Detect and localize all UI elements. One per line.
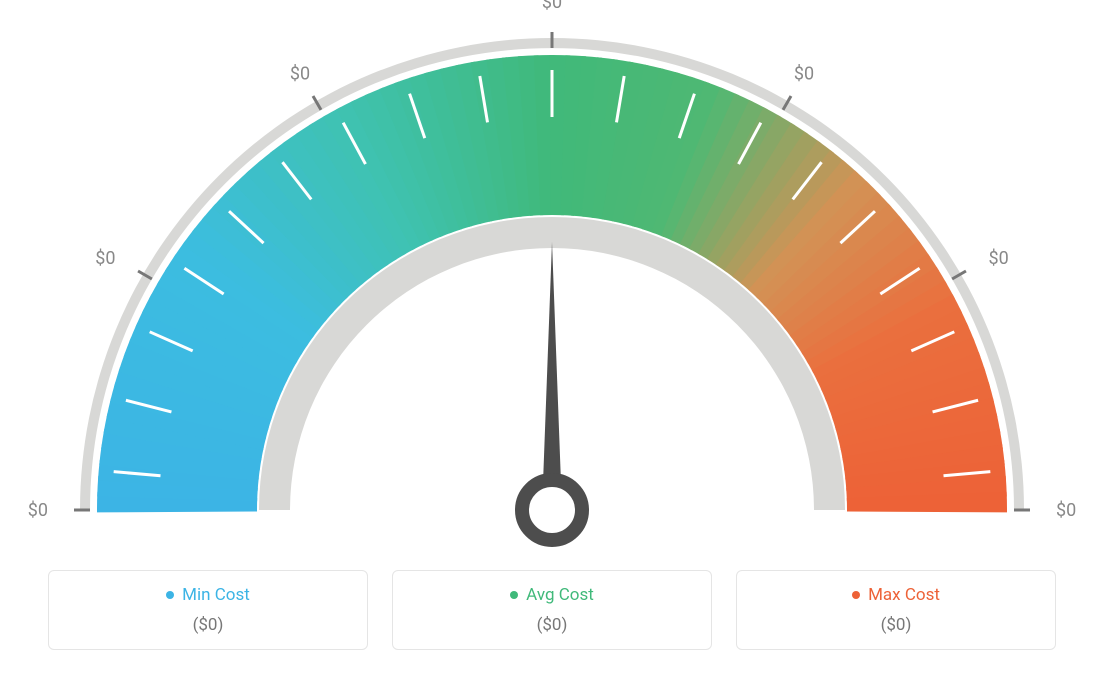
legend-row: Min Cost ($0) Avg Cost ($0) Max Cost ($0… bbox=[0, 570, 1104, 650]
legend-dot-avg bbox=[510, 591, 518, 599]
legend-card-min: Min Cost ($0) bbox=[48, 570, 368, 650]
legend-value-avg: ($0) bbox=[537, 615, 568, 635]
legend-value-min: ($0) bbox=[193, 615, 224, 635]
svg-text:$0: $0 bbox=[1056, 500, 1076, 521]
svg-text:$0: $0 bbox=[290, 64, 310, 85]
legend-card-avg: Avg Cost ($0) bbox=[392, 570, 712, 650]
svg-text:$0: $0 bbox=[988, 248, 1008, 269]
legend-label-avg: Avg Cost bbox=[526, 585, 594, 605]
svg-text:$0: $0 bbox=[95, 248, 115, 269]
legend-dot-max bbox=[852, 591, 860, 599]
legend-dot-min bbox=[166, 591, 174, 599]
legend-label-max: Max Cost bbox=[868, 585, 940, 605]
legend-label-min: Min Cost bbox=[182, 585, 250, 605]
legend-value-max: ($0) bbox=[881, 615, 912, 635]
gauge-chart: $0 $0 $0 $0 $0 $0 $0 bbox=[22, 0, 1082, 570]
svg-text:$0: $0 bbox=[794, 64, 814, 85]
svg-text:$0: $0 bbox=[28, 500, 48, 521]
svg-text:$0: $0 bbox=[542, 0, 562, 13]
legend-card-max: Max Cost ($0) bbox=[736, 570, 1056, 650]
